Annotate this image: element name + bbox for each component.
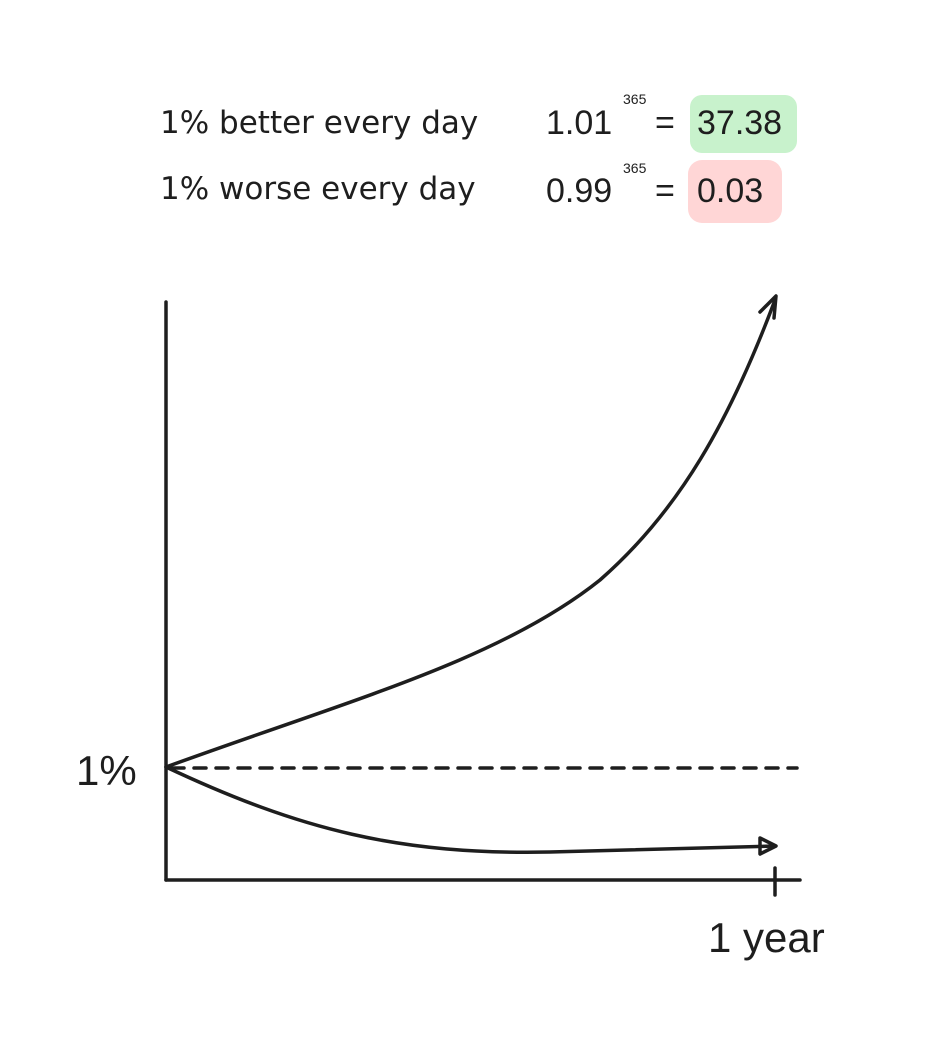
worse-curve (164, 765, 777, 854)
formula-result: 37.38 (697, 104, 782, 142)
result-highlight-good (690, 95, 797, 153)
formula-equals: = (655, 172, 675, 210)
formula-equals: = (655, 104, 675, 142)
formula-base: 0.99 (546, 172, 612, 210)
y-label: 1% (76, 747, 137, 794)
formula-result: 0.03 (697, 172, 763, 210)
formula-label: 1% better every day (160, 105, 478, 141)
better-curve (164, 298, 777, 769)
formula-base: 1.01 (546, 104, 612, 142)
x-label: 1 year (708, 914, 825, 961)
result-highlight-bad (688, 160, 782, 223)
formula-exponent: 365 (623, 160, 647, 176)
formula-exponent: 365 (623, 91, 647, 107)
formula-label: 1% worse every day (160, 171, 476, 207)
arrowhead (758, 294, 778, 320)
arrowhead (758, 836, 778, 856)
